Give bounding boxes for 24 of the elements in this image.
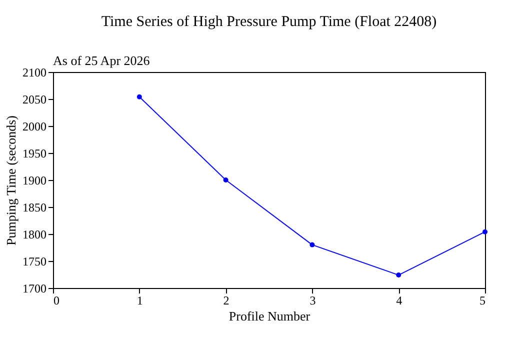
y-axis-title: Pumping Time (seconds): [4, 115, 18, 246]
point: [136, 94, 142, 100]
y-tick-label: 1900: [22, 174, 46, 188]
y-tick-label: 1950: [22, 146, 46, 160]
x-tick-label: 3: [310, 294, 316, 308]
x-axis-title: Profile Number: [228, 308, 311, 324]
y-tick-label: 2000: [22, 120, 46, 134]
y-tick-label: 1800: [22, 228, 46, 242]
point: [223, 178, 228, 182]
y-tick-label: 2100: [22, 66, 46, 80]
y-tick-label: 1700: [22, 282, 46, 296]
x-tick-label: 0: [54, 294, 60, 308]
point: [396, 272, 402, 278]
x-tick-label: 5: [480, 294, 486, 308]
y-tick-label: 2050: [22, 92, 46, 106]
chart-title: Time Series of High Pressure Pump Time (Float 22408): [101, 14, 437, 30]
chart-subtitle: As of 25 Apr 2026: [53, 53, 150, 68]
x-tick-label: 2: [223, 294, 230, 308]
point: [482, 229, 488, 234]
x-tick-label: 4: [396, 294, 402, 308]
y-tick-label: 1750: [22, 254, 46, 268]
x-tick-label: 1: [136, 294, 143, 308]
y-tick-label: 1850: [22, 200, 46, 214]
point: [310, 242, 315, 248]
